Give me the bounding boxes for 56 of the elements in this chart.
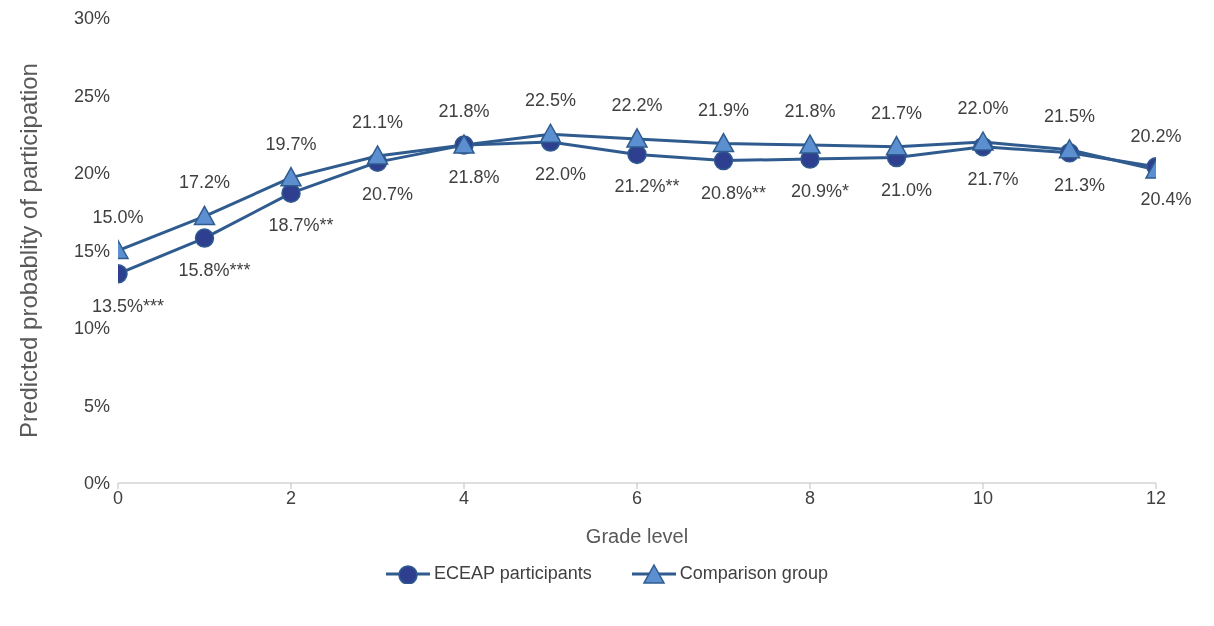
- point: [193, 205, 216, 226]
- data-label: 17.2%: [178, 172, 231, 193]
- point: [194, 228, 215, 248]
- x-tick-label: 2: [285, 487, 297, 508]
- x-tick-label: 10: [972, 487, 994, 508]
- data-label: 21.2%**: [614, 176, 680, 197]
- point: [366, 145, 389, 165]
- legend-label: Comparison group: [678, 563, 828, 585]
- data-label: 19.7%: [265, 133, 317, 154]
- y-tick-label: 0%: [83, 473, 110, 494]
- y-axis-title: Predicted probablity of participation: [14, 63, 42, 438]
- point: [626, 128, 648, 148]
- point: [799, 134, 821, 154]
- y-tick-label: 15%: [73, 240, 110, 261]
- data-label: 21.1%: [351, 111, 404, 132]
- point: [280, 166, 302, 187]
- data-label: 21.8%: [784, 101, 836, 122]
- data-label: 21.8%: [448, 167, 500, 188]
- point: [539, 123, 562, 143]
- point: [281, 183, 301, 203]
- x-tick-label: 0: [112, 487, 124, 508]
- x-tick-label: 4: [458, 487, 470, 508]
- data-label: 21.8%: [438, 101, 490, 122]
- data-label: 20.2%: [1130, 125, 1182, 146]
- data-label: 22.5%: [524, 90, 577, 111]
- data-label: 21.7%: [967, 168, 1019, 189]
- x-axis-title: Grade level: [585, 525, 689, 547]
- y-tick-label: 30%: [73, 8, 110, 29]
- point: [972, 131, 994, 151]
- data-label: 20.7%: [361, 184, 414, 205]
- data-label: 15.0%: [92, 206, 144, 227]
- point: [712, 132, 735, 153]
- data-label: 22.0%: [534, 164, 587, 184]
- data-label: 21.5%: [1043, 105, 1096, 126]
- data-label: 13.5%***: [91, 295, 165, 316]
- data-label: 21.0%: [880, 179, 933, 200]
- data-label: 22.0%: [957, 98, 1009, 118]
- x-tick-label: 8: [804, 487, 816, 508]
- data-label: 15.8%***: [178, 260, 251, 281]
- data-label: 22.2%: [611, 94, 663, 115]
- data-label: 21.9%: [697, 99, 750, 120]
- data-label: 20.8%**: [700, 182, 767, 203]
- data-label: 18.7%**: [268, 215, 334, 236]
- y-tick-label: 25%: [73, 85, 110, 106]
- x-tick-label: 12: [1145, 487, 1167, 508]
- data-label: 20.4%: [1140, 188, 1192, 209]
- y-tick-label: 10%: [73, 318, 110, 339]
- y-tick-label: 20%: [73, 163, 110, 184]
- data-label: 21.3%: [1053, 174, 1106, 195]
- data-label: 21.7%: [870, 102, 923, 123]
- legend-label: ECEAP participants: [433, 563, 592, 585]
- point: [713, 150, 734, 171]
- y-tick-label: 5%: [83, 395, 110, 416]
- data-label: 20.9%*: [790, 181, 850, 202]
- point: [885, 135, 908, 156]
- x-tick-label: 6: [631, 487, 643, 508]
